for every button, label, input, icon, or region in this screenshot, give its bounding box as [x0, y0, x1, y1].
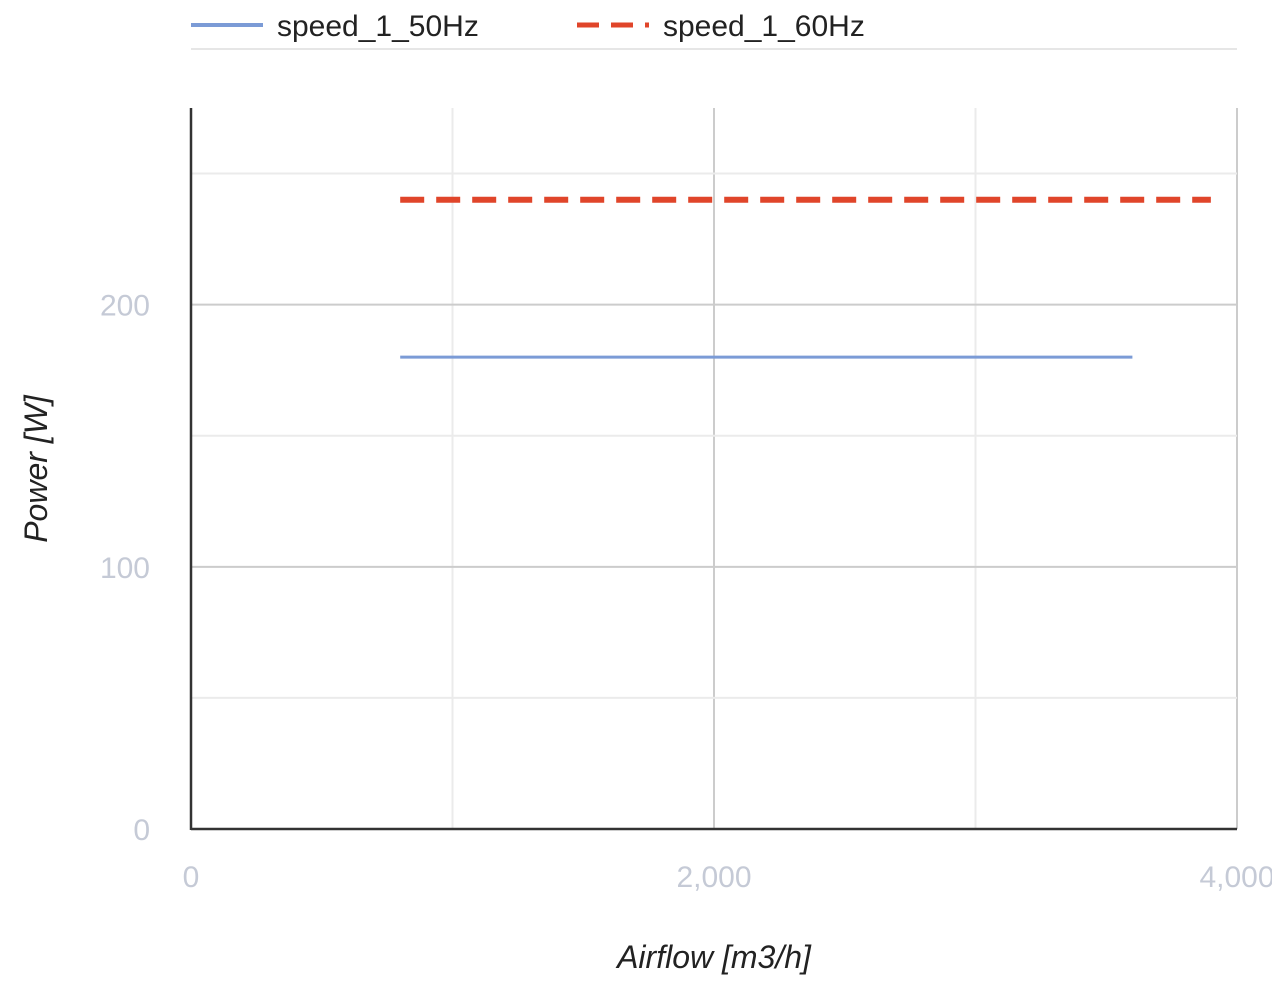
legend-label-speed_1_60Hz: speed_1_60Hz [663, 10, 865, 43]
y-tick-label: 200 [100, 290, 150, 323]
axes [189, 108, 1237, 831]
x-tick-label: 0 [183, 861, 200, 894]
x-tick-label: 2,000 [676, 861, 751, 894]
legend: speed_1_50Hz speed_1_60Hz [191, 10, 1237, 50]
x-tick-label: 4,000 [1199, 861, 1272, 894]
y-axis-title: Power [W] [18, 394, 54, 543]
gridlines [191, 108, 1238, 829]
axis-titles: Airflow [m3/h] Power [W] [18, 394, 812, 975]
y-tick-label: 100 [100, 552, 150, 585]
y-tick-label: 0 [133, 814, 150, 847]
legend-label-speed_1_50Hz: speed_1_50Hz [277, 10, 479, 43]
series-lines [400, 196, 1211, 359]
tick-labels: 0 2,000 4,000 0 100 200 [100, 290, 1272, 894]
x-axis-title: Airflow [m3/h] [615, 939, 812, 975]
